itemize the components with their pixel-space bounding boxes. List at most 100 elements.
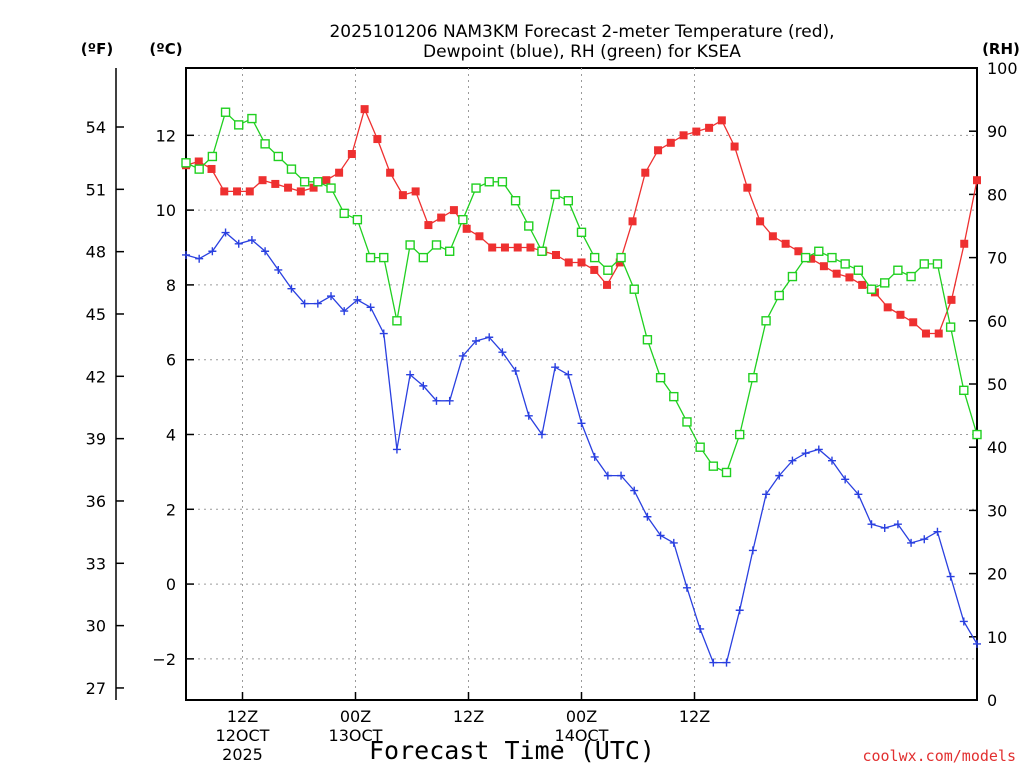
data-point [445, 396, 454, 405]
data-point [819, 262, 828, 271]
data-point [484, 177, 494, 187]
data-point [353, 295, 362, 304]
data-point [919, 259, 929, 269]
data-point [629, 284, 639, 294]
time-tick-label: 12Z [453, 707, 484, 726]
data-point [247, 113, 257, 124]
data-point [934, 329, 943, 338]
data-point [841, 475, 850, 484]
data-point [921, 329, 930, 338]
data-point [537, 430, 546, 439]
data-point [220, 107, 231, 117]
rh-tick-label: 100 [987, 59, 1018, 78]
data-point [721, 467, 732, 478]
data-point [471, 183, 481, 193]
data-point [655, 372, 666, 383]
data-point [373, 135, 382, 144]
data-point [220, 187, 229, 196]
data-point [615, 258, 624, 267]
celsius-tick-label: 0 [166, 575, 176, 594]
data-point [431, 240, 442, 250]
data-point [181, 158, 191, 168]
data-point [800, 252, 811, 263]
credit-text: coolwx.com/models [862, 747, 1016, 765]
data-point [748, 372, 758, 383]
data-point [973, 639, 981, 648]
data-point [946, 572, 955, 581]
data-point [577, 419, 586, 428]
data-point [365, 252, 376, 263]
data-point [722, 658, 731, 667]
data-point [973, 176, 981, 185]
celsius-tick-label: 2 [166, 500, 176, 519]
data-point [827, 456, 836, 465]
time-tick-date: 14OCT [555, 726, 609, 745]
data-point [462, 224, 471, 233]
data-point [603, 265, 613, 275]
data-point [513, 243, 522, 252]
data-point [526, 243, 535, 252]
data-point [564, 370, 573, 379]
data-point [392, 316, 402, 326]
data-point [309, 183, 318, 192]
data-point [524, 221, 534, 231]
data-point [932, 259, 943, 269]
fahrenheit-tick-label: 30 [86, 617, 106, 636]
rh-tick-label: 10 [987, 628, 1007, 647]
time-tick-year: 2025 [222, 745, 263, 764]
gridlines [186, 68, 977, 700]
data-point [234, 239, 243, 248]
data-point [551, 363, 560, 372]
data-point [858, 280, 867, 289]
data-point [347, 150, 356, 159]
fahrenheit-axis: 27 30 33 36 39 42 45 48 51 54 [86, 118, 124, 698]
data-point [299, 177, 310, 187]
data-point [708, 461, 719, 471]
series-layer [181, 105, 982, 667]
data-point [787, 271, 798, 282]
data-point [832, 269, 841, 278]
data-point [472, 336, 481, 345]
series-line [185, 110, 978, 474]
data-point [182, 250, 190, 259]
rh-tick-label: 0 [987, 691, 997, 710]
data-point [386, 168, 395, 177]
data-point [379, 252, 389, 263]
data-point [775, 471, 784, 480]
data-point [695, 442, 705, 452]
data-point [794, 247, 803, 256]
data-point [524, 411, 533, 420]
data-point [774, 290, 784, 301]
data-point [756, 217, 765, 226]
fahrenheit-tick-label: 42 [86, 367, 106, 386]
celsius-tick-label: −2 [152, 650, 176, 669]
data-point [972, 429, 982, 440]
data-point [194, 164, 204, 174]
data-point [590, 452, 599, 461]
data-point [682, 417, 692, 427]
data-point [313, 177, 323, 187]
data-point [419, 381, 428, 390]
data-point [867, 520, 876, 529]
data-point [537, 246, 547, 256]
data-point [717, 116, 726, 125]
data-point [642, 335, 653, 345]
data-point [577, 258, 586, 267]
fahrenheit-tick-label: 48 [86, 243, 106, 262]
data-point [194, 157, 203, 166]
data-point [488, 243, 497, 252]
data-point [641, 168, 650, 177]
data-point [485, 333, 494, 342]
data-point [405, 240, 415, 250]
data-point [880, 278, 890, 288]
data-point [603, 280, 612, 289]
data-point [458, 351, 467, 360]
celsius-tick-label: 8 [166, 276, 176, 295]
data-point [853, 265, 864, 275]
data-point [814, 246, 824, 256]
data-point [564, 258, 573, 267]
data-point [432, 396, 441, 405]
data-point [444, 246, 455, 256]
data-point [398, 191, 407, 200]
